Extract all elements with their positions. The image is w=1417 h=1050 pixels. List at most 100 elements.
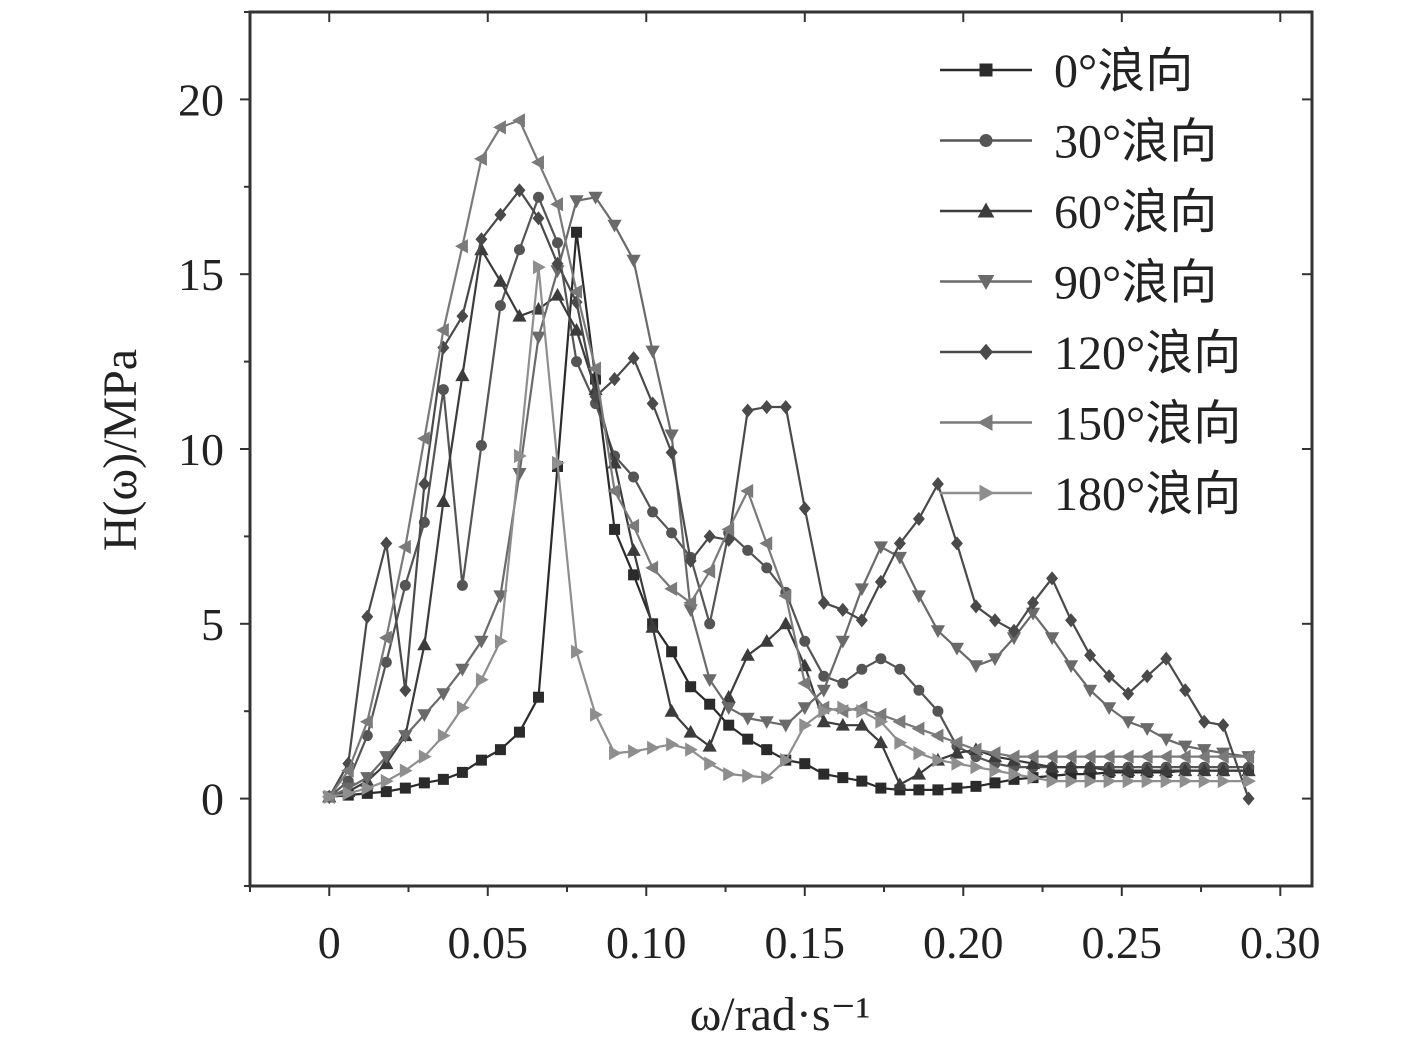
- data-point: [456, 766, 468, 778]
- data-point: [969, 599, 982, 614]
- data-point: [1084, 648, 1097, 663]
- data-point: [609, 746, 622, 761]
- data-point: [837, 677, 849, 689]
- data-point: [436, 323, 449, 338]
- data-point: [779, 400, 792, 415]
- data-point: [989, 777, 1001, 789]
- data-point: [552, 237, 564, 249]
- data-point: [704, 756, 717, 771]
- data-point: [664, 581, 678, 596]
- data-point: [550, 287, 565, 301]
- data-point: [723, 767, 736, 782]
- data-point: [932, 753, 946, 768]
- data-point: [475, 440, 487, 452]
- data-point: [1046, 571, 1059, 586]
- data-point: [607, 219, 622, 233]
- data-point: [951, 756, 965, 771]
- data-point: [437, 773, 449, 785]
- data-point: [741, 403, 754, 418]
- data-point: [797, 676, 811, 691]
- y-tick-label: 5: [201, 599, 224, 650]
- data-point: [455, 368, 470, 382]
- data-point: [1025, 756, 1041, 770]
- data-point: [626, 254, 641, 268]
- data-point: [666, 646, 678, 658]
- data-point: [1160, 651, 1173, 666]
- data-point: [835, 717, 850, 731]
- data-point: [1158, 749, 1172, 764]
- data-point: [1217, 774, 1231, 789]
- x-tick-label: 0: [318, 917, 341, 968]
- data-point: [1140, 763, 1155, 777]
- series-6: [323, 260, 1256, 804]
- data-point: [1065, 613, 1078, 628]
- data-point: [703, 529, 716, 544]
- series-4: [323, 183, 1255, 806]
- data-point: [569, 322, 584, 336]
- legend-marker: [979, 484, 995, 502]
- legend-label: 0°浪向: [1054, 45, 1193, 98]
- data-point: [894, 735, 908, 750]
- data-point: [742, 768, 755, 783]
- data-point: [380, 656, 392, 668]
- data-point: [455, 239, 468, 254]
- data-point: [1025, 749, 1039, 764]
- data-point: [493, 273, 508, 287]
- data-point: [873, 541, 888, 555]
- data-point: [360, 714, 373, 729]
- legend-marker: [979, 63, 993, 77]
- data-point: [913, 684, 925, 696]
- data-point: [930, 728, 944, 743]
- y-tick-label: 20: [178, 74, 224, 125]
- data-point: [1008, 623, 1020, 638]
- data-point: [1141, 774, 1155, 789]
- data-point: [493, 590, 508, 604]
- data-point: [854, 717, 869, 731]
- data-point: [475, 754, 487, 766]
- data-point: [1103, 669, 1116, 684]
- data-point: [1082, 749, 1096, 764]
- data-point: [1242, 791, 1255, 806]
- data-point: [1196, 749, 1210, 764]
- data-point: [513, 183, 526, 198]
- data-point: [550, 197, 564, 212]
- data-point: [399, 579, 411, 591]
- data-point: [1197, 744, 1212, 757]
- y-axis-title: H(ω)/MPa: [94, 349, 147, 551]
- data-point: [513, 726, 525, 738]
- data-point: [571, 356, 583, 368]
- data-point: [475, 232, 488, 247]
- data-point: [552, 455, 565, 471]
- data-point: [970, 760, 984, 775]
- data-point: [970, 780, 982, 792]
- legend-label: 90°浪向: [1054, 257, 1217, 310]
- legend-label: 150°浪向: [1054, 398, 1241, 451]
- data-point: [531, 331, 546, 345]
- data-point: [816, 714, 831, 728]
- data-point: [685, 742, 698, 757]
- data-point: [989, 763, 1003, 778]
- data-point: [455, 663, 470, 677]
- data-point: [494, 744, 506, 756]
- data-point: [932, 784, 944, 796]
- legend-label: 180°浪向: [1054, 468, 1241, 521]
- data-point: [684, 553, 697, 568]
- data-point: [474, 151, 487, 166]
- data-point: [799, 758, 811, 770]
- data-point: [1102, 702, 1117, 715]
- data-point: [1006, 749, 1020, 764]
- data-point: [1084, 774, 1098, 789]
- data-point: [340, 763, 354, 778]
- data-point: [702, 738, 717, 752]
- data-point: [704, 618, 716, 630]
- data-point: [837, 772, 849, 784]
- data-point: [380, 786, 392, 798]
- data-point: [569, 284, 583, 299]
- data-point: [532, 691, 544, 703]
- data-point: [512, 308, 527, 322]
- data-point: [418, 749, 432, 764]
- data-point: [742, 733, 754, 745]
- data-point: [837, 700, 851, 715]
- data-point: [1082, 684, 1098, 698]
- data-point: [664, 429, 679, 443]
